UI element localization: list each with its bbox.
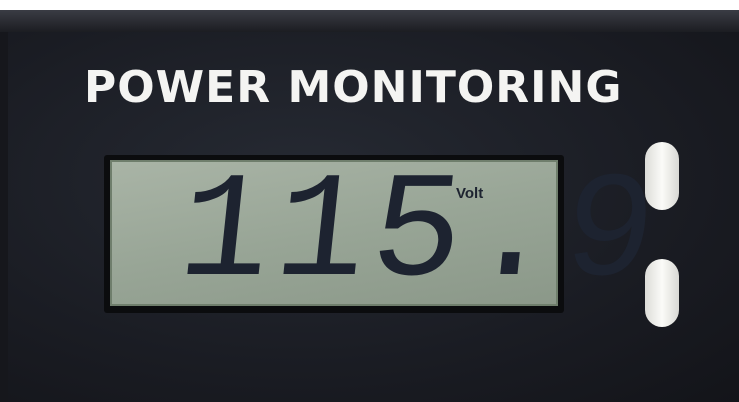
button[interactable] xyxy=(645,142,679,210)
device-photo: POWER MONITORING 115.9 Volt xyxy=(0,0,739,402)
lcd-unit: Volt xyxy=(456,185,483,202)
panel-label: POWER MONITORING xyxy=(84,62,622,113)
lcd-reading: 115.9 xyxy=(173,170,667,300)
button[interactable] xyxy=(645,259,679,327)
top-edge xyxy=(0,10,739,32)
